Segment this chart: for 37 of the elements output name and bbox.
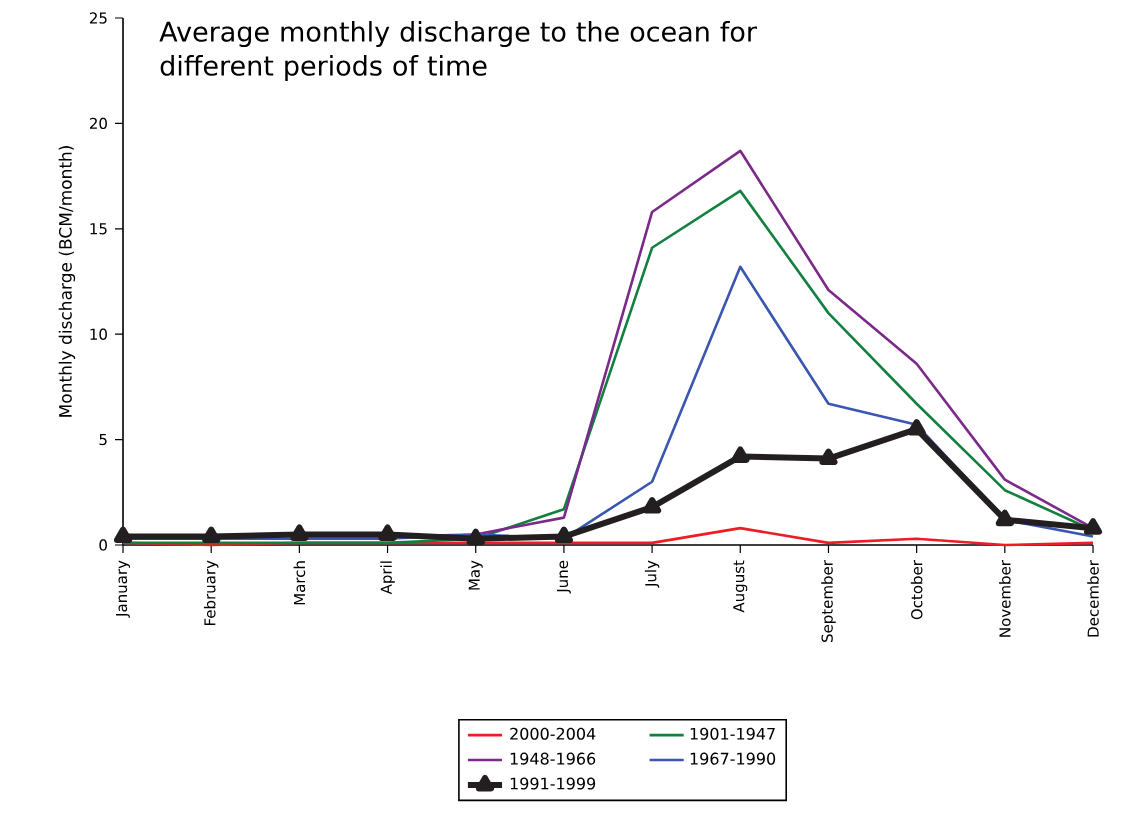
- y-tick-label: 25: [89, 12, 107, 24]
- legend-label: 1967-1990: [690, 752, 776, 765]
- x-tick-label: January: [116, 560, 131, 618]
- y-axis-title: Monthly discharge (BCM/month): [58, 146, 76, 417]
- point: [290, 524, 309, 541]
- y-tick-label: 5: [99, 434, 107, 446]
- x-tick-label: July: [644, 560, 660, 588]
- text: Average monthly discharge to the ocean for different periods of time: [159, 20, 757, 82]
- point: [731, 446, 750, 463]
- y-tick-label: 15: [90, 223, 107, 235]
- x-tick-label: September: [821, 560, 836, 642]
- x-tick-label: May: [468, 560, 483, 590]
- legend-label: 1991-1999: [510, 777, 596, 790]
- y-tick-label: 10: [90, 328, 107, 340]
- point: [378, 524, 397, 541]
- x-tick-label: November: [999, 560, 1011, 637]
- point: [643, 497, 662, 514]
- point: [202, 526, 221, 544]
- point: [995, 509, 1014, 527]
- legend-label: 1901-1947: [690, 727, 775, 740]
- point: [1083, 518, 1103, 535]
- x-tick-label: March: [293, 561, 306, 605]
- x-tick-label: October: [910, 560, 923, 620]
- x-tick-label: December: [1087, 560, 1099, 637]
- legend-label: 1948-1966: [510, 752, 596, 765]
- x-tick-label: August: [733, 560, 748, 613]
- x-tick-label: February: [203, 560, 219, 626]
- legend-label: 2000-2004: [510, 727, 596, 740]
- point: [466, 528, 485, 546]
- y-tick-label: 0: [99, 539, 107, 551]
- x-tick-label: June: [556, 560, 571, 594]
- point: [554, 526, 573, 544]
- point: [819, 448, 838, 466]
- point: [907, 419, 926, 436]
- x-tick-label: April: [380, 561, 395, 595]
- y-tick-label: 20: [89, 117, 107, 130]
- point: [113, 526, 133, 544]
